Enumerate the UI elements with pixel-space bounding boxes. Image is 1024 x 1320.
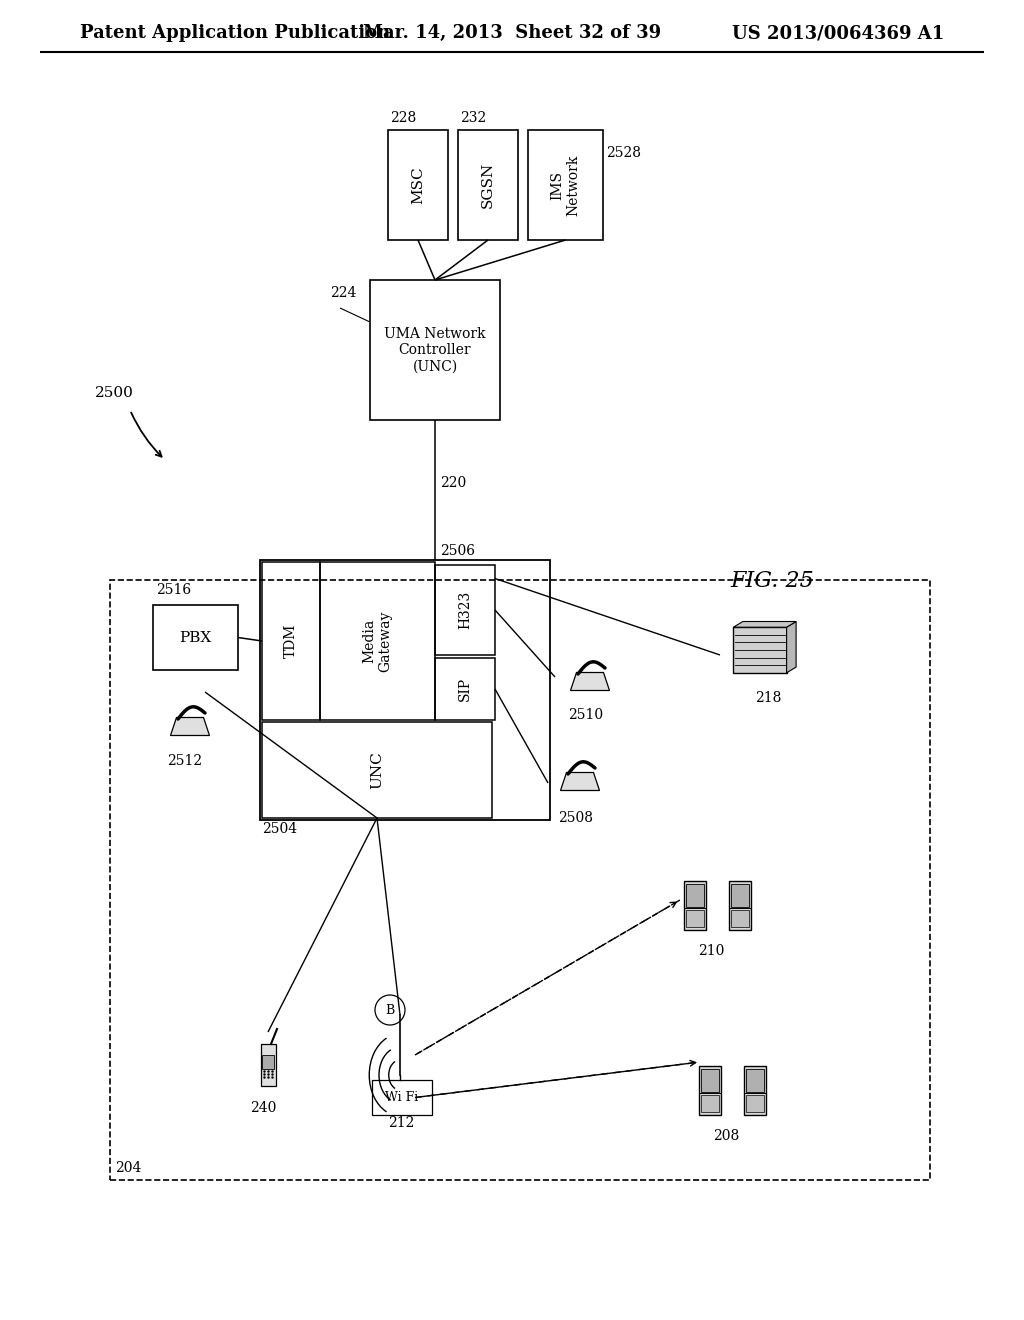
Bar — [686, 909, 705, 927]
Polygon shape — [786, 622, 796, 673]
Text: 232: 232 — [460, 111, 486, 125]
Text: 2528: 2528 — [606, 147, 641, 160]
Bar — [388, 129, 449, 240]
Text: 204: 204 — [115, 1162, 141, 1175]
Bar — [730, 909, 750, 927]
Text: 2510: 2510 — [568, 708, 603, 722]
Bar — [260, 560, 550, 820]
Text: B: B — [385, 1003, 394, 1016]
Text: Media
Gateway: Media Gateway — [362, 610, 392, 672]
Bar — [700, 1094, 720, 1111]
Text: PBX: PBX — [179, 631, 212, 644]
Bar — [700, 1069, 720, 1093]
Text: 240: 240 — [250, 1101, 276, 1115]
Bar — [435, 657, 495, 719]
Bar — [262, 562, 319, 719]
Bar — [730, 884, 750, 907]
Text: 2508: 2508 — [558, 810, 593, 825]
Text: UNC: UNC — [370, 751, 384, 789]
Bar — [458, 129, 518, 240]
Text: 2504: 2504 — [262, 822, 297, 836]
Bar — [729, 880, 752, 929]
Text: UMA Network
Controller
(UNC): UMA Network Controller (UNC) — [384, 327, 485, 374]
Bar — [528, 129, 603, 240]
Text: 210: 210 — [698, 944, 724, 958]
Text: MSC: MSC — [411, 166, 425, 203]
Bar — [262, 722, 492, 818]
Text: 208: 208 — [713, 1129, 739, 1143]
Text: US 2013/0064369 A1: US 2013/0064369 A1 — [732, 24, 944, 42]
Text: Wi Fi: Wi Fi — [385, 1092, 419, 1104]
Bar — [698, 1065, 721, 1114]
Bar — [260, 1044, 275, 1086]
Bar — [110, 579, 930, 1180]
Text: 224: 224 — [330, 286, 356, 300]
Text: Patent Application Publication: Patent Application Publication — [80, 24, 390, 42]
Bar — [435, 565, 495, 655]
Text: IMS
Network: IMS Network — [551, 154, 581, 215]
Bar — [370, 280, 500, 420]
Text: 228: 228 — [390, 111, 416, 125]
Bar — [733, 627, 786, 673]
Bar — [686, 884, 705, 907]
Bar — [372, 1080, 432, 1115]
Text: 220: 220 — [440, 477, 466, 490]
Bar — [743, 1065, 766, 1114]
Polygon shape — [733, 622, 796, 627]
Text: 2500: 2500 — [95, 385, 134, 400]
Bar — [153, 605, 238, 671]
Bar — [319, 562, 435, 719]
Polygon shape — [171, 718, 210, 735]
Text: FIG. 25: FIG. 25 — [730, 570, 814, 591]
Text: SIP: SIP — [458, 677, 472, 701]
Text: 218: 218 — [755, 690, 781, 705]
Bar — [745, 1094, 764, 1111]
Bar — [745, 1069, 764, 1093]
Text: SGSN: SGSN — [481, 162, 495, 209]
Text: Mar. 14, 2013  Sheet 32 of 39: Mar. 14, 2013 Sheet 32 of 39 — [362, 24, 662, 42]
Text: 2506: 2506 — [440, 544, 475, 558]
Bar — [262, 1055, 274, 1069]
Text: 2512: 2512 — [167, 754, 202, 768]
Text: 212: 212 — [388, 1115, 415, 1130]
Text: 2516: 2516 — [156, 583, 191, 597]
Text: H323: H323 — [458, 591, 472, 630]
Text: TDM: TDM — [284, 624, 298, 659]
Polygon shape — [560, 772, 599, 791]
Polygon shape — [570, 672, 609, 690]
Bar — [684, 880, 707, 929]
